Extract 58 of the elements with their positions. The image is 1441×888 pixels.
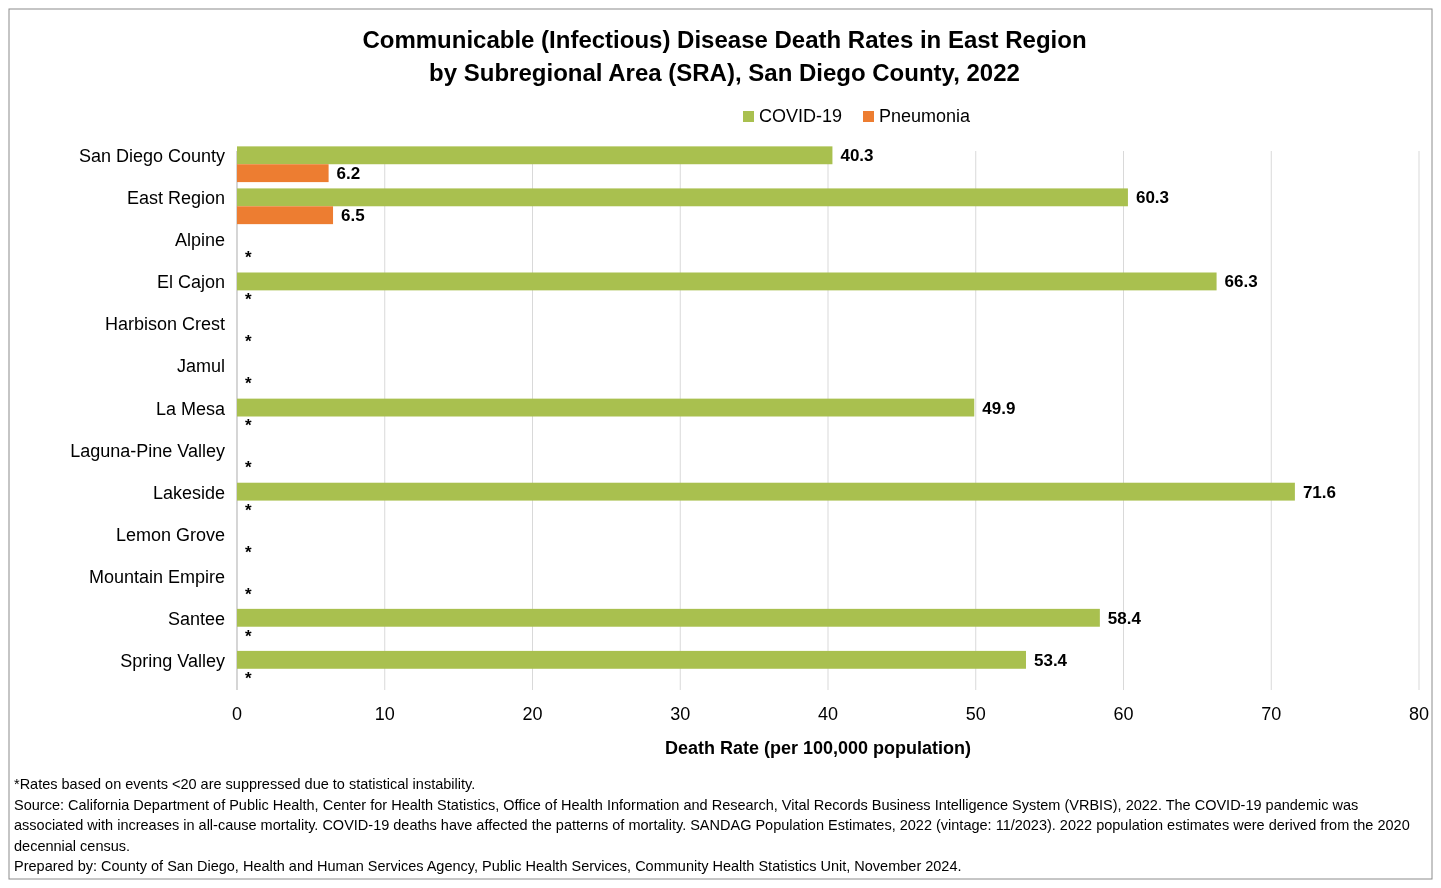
text: * xyxy=(245,626,252,646)
data-label: 71.6 xyxy=(1302,482,1336,502)
x-tick-label: 70 xyxy=(1261,704,1282,724)
x-axis-title: Death Rate (per 100,000 population) xyxy=(664,738,972,758)
y-tick-label: San Diego County xyxy=(78,146,225,167)
y-tick-label: Harbison Crest xyxy=(104,314,225,335)
data-label: 6.2 xyxy=(336,164,361,184)
source-note: Source: California Department of Public Health, Center for Health Statistics, Office of Health Information and Research, Vital Records Business Intelligence System (VRBIS), 2022. The COVID-19 pandemic was associated with increases in all-cause mortality. COVID-19 deaths have affected the patterns of mortality. SANDAG Population Estimates, 2022 (vintage: 11/2023). 2022 population estimates were derived from the 2020 decennial census. xyxy=(14,795,1411,856)
x-tick-label: 80 xyxy=(1408,704,1430,724)
bar xyxy=(237,398,975,417)
y-tick-label: East Region xyxy=(126,188,225,209)
text: * xyxy=(245,416,252,436)
data-label: 6.5 xyxy=(341,206,365,226)
bar xyxy=(237,146,833,165)
x-tick-label: 10 xyxy=(374,704,395,724)
bar xyxy=(237,608,1100,627)
bar xyxy=(237,650,1026,669)
y-tick-label: Spring Valley xyxy=(120,650,225,671)
text: * xyxy=(245,668,252,688)
y-tick-label: Lemon Grove xyxy=(115,524,225,545)
x-tick-label: 0 xyxy=(231,704,243,724)
data-label: 60.3 xyxy=(1135,188,1170,208)
bar xyxy=(237,164,329,183)
bar xyxy=(237,272,1217,291)
text: * xyxy=(245,584,252,604)
y-tick-label: Alpine xyxy=(174,230,225,251)
text: * xyxy=(245,332,252,352)
y-tick-label: Lakeside xyxy=(152,482,225,503)
x-tick-label: 40 xyxy=(817,704,839,724)
data-label: 66.3 xyxy=(1224,272,1258,292)
y-tick-label: El Cajon xyxy=(156,272,225,293)
text: * xyxy=(245,458,252,478)
text: Prepared by: County of San Diego, Health and Human Services Agency, Public Health Services, Community Health Statistics Unit, November 2024. xyxy=(14,857,963,876)
x-tick-label: 50 xyxy=(965,704,986,724)
text: * xyxy=(245,500,252,520)
y-tick-label: La Mesa xyxy=(155,398,226,419)
text: * xyxy=(245,248,252,268)
x-tick-label: 60 xyxy=(1113,704,1134,724)
data-label: 40.3 xyxy=(840,146,874,166)
bar xyxy=(237,188,1128,207)
bar xyxy=(237,206,334,225)
data-label: 53.4 xyxy=(1033,650,1068,670)
legend-label: Pneumonia xyxy=(879,106,972,126)
chart-title: Communicable (Infectious) Disease Death Rates in East Region by Subregional Area (SRA), San Diego County, 2022 xyxy=(362,26,1087,86)
text: * xyxy=(245,290,252,310)
y-tick-label: Jamul xyxy=(176,356,225,377)
y-tick-label: Mountain Empire xyxy=(88,566,225,587)
y-tick-label: Santee xyxy=(167,608,225,629)
legend-label: COVID-19 xyxy=(759,106,843,126)
data-label: 58.4 xyxy=(1107,608,1142,628)
x-tick-label: 20 xyxy=(522,704,543,724)
x-tick-label: 30 xyxy=(670,704,691,724)
y-tick-label: Laguna-Pine Valley xyxy=(70,440,225,461)
data-label: 49.9 xyxy=(982,398,1016,418)
text: * xyxy=(245,542,252,562)
text: * xyxy=(245,374,252,394)
bar xyxy=(237,482,1295,501)
text: *Rates based on events <20 are suppressed due to statistical instability. xyxy=(14,775,477,794)
